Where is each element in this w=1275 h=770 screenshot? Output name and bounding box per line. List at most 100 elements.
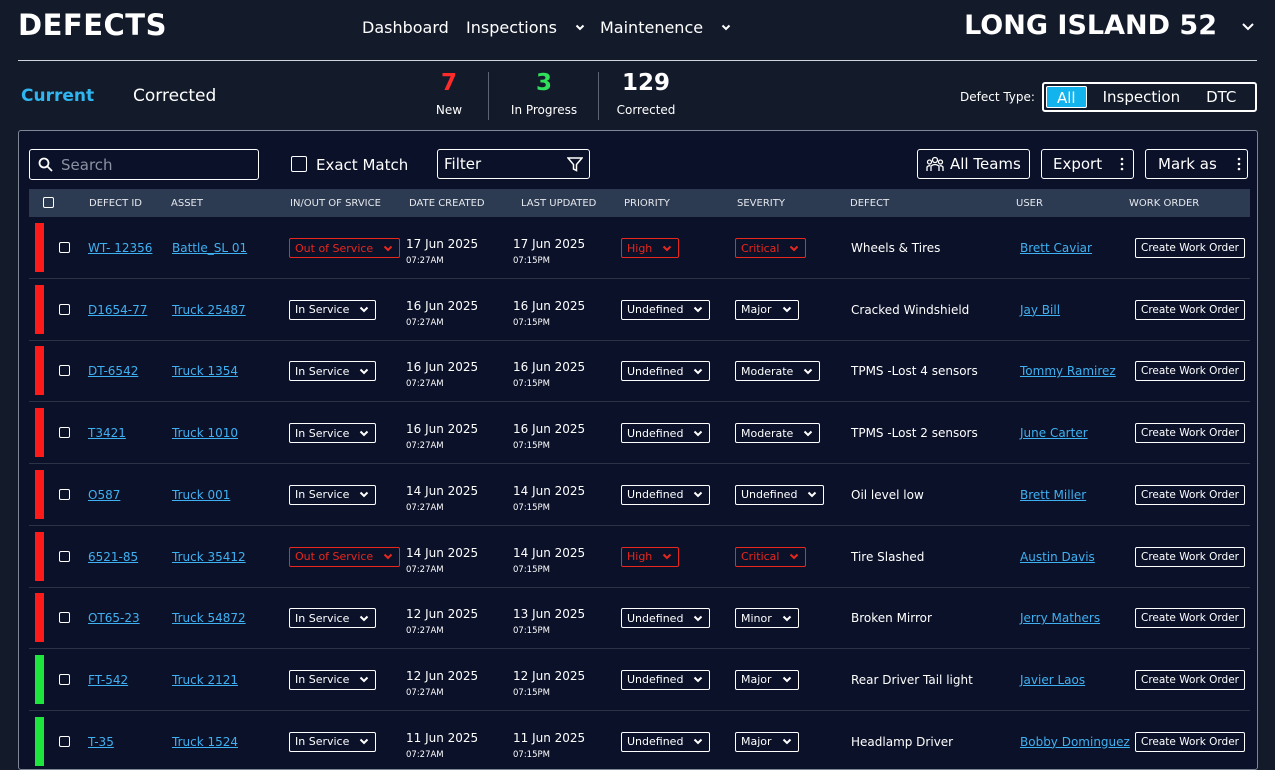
nav-item[interactable]: Maintenence — [600, 18, 731, 37]
severity-select[interactable]: Undefined — [735, 484, 825, 505]
last-updated: 16 Jun 2025 07:15PM — [513, 418, 585, 451]
asset[interactable]: Truck 1524 — [172, 734, 239, 749]
defect-type-option[interactable]: Inspection — [1102, 88, 1181, 106]
user[interactable]: Bobby Dominguez — [1020, 734, 1130, 749]
date-created: 16 Jun 2025 07:27AM — [406, 295, 478, 328]
create-work-order-button[interactable]: Create Work Order — [1135, 299, 1245, 320]
row-checkbox[interactable] — [59, 612, 70, 624]
asset[interactable]: Truck 35412 — [172, 549, 246, 564]
defect-id[interactable]: O587 — [88, 487, 121, 502]
priority-select[interactable]: Undefined — [621, 299, 711, 320]
user[interactable]: June Carter — [1020, 426, 1088, 441]
create-work-order-button[interactable]: Create Work Order — [1135, 608, 1245, 629]
asset[interactable]: Truck 001 — [172, 487, 231, 502]
priority-select[interactable]: Undefined — [621, 484, 711, 505]
filter-input[interactable]: Filter — [437, 149, 590, 179]
exact-match-checkbox[interactable] — [291, 156, 307, 172]
nav-item[interactable]: Dashboard — [362, 18, 449, 37]
defect-id[interactable]: D1654-77 — [88, 302, 148, 317]
user[interactable]: Jerry Mathers — [1020, 611, 1101, 626]
export-button[interactable]: Export — [1041, 149, 1134, 179]
service-select[interactable]: In Service — [289, 608, 377, 629]
create-work-order-button[interactable]: Create Work Order — [1135, 423, 1245, 444]
tab[interactable]: Current — [21, 86, 95, 106]
row-checkbox[interactable] — [59, 550, 70, 562]
date: 11 Jun 2025 — [513, 730, 586, 745]
priority-select[interactable]: High — [621, 238, 680, 258]
create-work-order-button[interactable]: Create Work Order — [1135, 238, 1245, 258]
location[interactable]: LONG ISLAND 52 — [964, 10, 1217, 41]
service-select[interactable]: In Service — [289, 361, 377, 382]
create-work-order-button[interactable]: Create Work Order — [1135, 669, 1245, 690]
service-select[interactable]: Out of Service — [289, 546, 401, 567]
teams-button[interactable]: All Teams — [917, 149, 1030, 179]
severity-select[interactable]: Major — [735, 299, 799, 320]
nav-item[interactable]: Inspections — [466, 18, 585, 37]
create-work-order-button[interactable]: Create Work Order — [1135, 484, 1245, 505]
service-select-value: In Service — [295, 426, 350, 440]
dropdown-chevron — [383, 553, 393, 560]
asset[interactable]: Truck 25487 — [172, 302, 246, 317]
row-checkbox[interactable] — [59, 488, 70, 500]
row-checkbox[interactable] — [59, 673, 70, 685]
defect-type-option[interactable]: DTC — [1206, 88, 1237, 106]
defect-type-option[interactable]: All — [1046, 86, 1087, 108]
service-select[interactable]: In Service — [289, 423, 377, 444]
mark-as-button[interactable]: Mark as — [1145, 149, 1248, 179]
status-indicator — [35, 469, 44, 519]
defect-id[interactable]: OT65-23 — [88, 611, 140, 626]
priority-select[interactable]: Undefined — [621, 731, 711, 752]
create-work-order-button[interactable]: Create Work Order — [1135, 546, 1245, 567]
user[interactable]: Austin Davis — [1020, 549, 1095, 564]
status-indicator — [35, 593, 44, 643]
row-checkbox[interactable] — [59, 735, 70, 747]
defect-id[interactable]: 6521-85 — [88, 549, 139, 564]
asset[interactable]: Truck 2121 — [172, 672, 239, 687]
defect-id[interactable]: T3421 — [88, 426, 126, 441]
service-select[interactable]: In Service — [289, 299, 377, 320]
severity-select[interactable]: Major — [735, 731, 799, 752]
priority-select[interactable]: Undefined — [621, 423, 711, 444]
user[interactable]: Tommy Ramirez — [1020, 364, 1116, 379]
user[interactable]: Brett Miller — [1020, 487, 1087, 502]
select-all-checkbox[interactable] — [43, 197, 54, 208]
date: 12 Jun 2025 — [513, 668, 586, 683]
location-chevron[interactable] — [1241, 22, 1255, 32]
status-indicator — [35, 531, 44, 581]
severity-select[interactable]: Critical — [735, 546, 807, 567]
defect-id[interactable]: FT-542 — [88, 672, 129, 687]
asset[interactable]: Battle_SL 01 — [172, 241, 248, 255]
create-work-order-button[interactable]: Create Work Order — [1135, 731, 1245, 752]
asset[interactable]: Truck 1010 — [172, 426, 239, 441]
service-select[interactable]: In Service — [289, 731, 377, 752]
search-input[interactable]: Search — [29, 149, 259, 180]
severity-select[interactable]: Major — [735, 669, 799, 690]
priority-select[interactable]: Undefined — [621, 361, 711, 382]
row-checkbox[interactable] — [59, 427, 70, 439]
table-row: D1654-77 Truck 25487 In Service 16 Jun 2025… — [29, 279, 1250, 341]
priority-select[interactable]: High — [621, 546, 680, 567]
defect-id[interactable]: T-35 — [88, 734, 114, 749]
service-select[interactable]: In Service — [289, 669, 377, 690]
priority-select[interactable]: Undefined — [621, 608, 711, 629]
severity-select[interactable]: Moderate — [735, 361, 821, 382]
status-indicator — [35, 284, 44, 334]
defect-id[interactable]: WT- 12356 — [88, 241, 153, 255]
row-checkbox[interactable] — [59, 242, 70, 253]
defect-id[interactable]: DT-6542 — [88, 364, 139, 379]
severity-select[interactable]: Critical — [735, 238, 807, 258]
user[interactable]: Javier Laos — [1020, 672, 1086, 687]
severity-select[interactable]: Minor — [735, 608, 799, 629]
asset[interactable]: Truck 54872 — [172, 611, 246, 626]
row-checkbox[interactable] — [59, 303, 70, 315]
priority-select[interactable]: Undefined — [621, 669, 711, 690]
service-select[interactable]: In Service — [289, 484, 377, 505]
asset[interactable]: Truck 1354 — [172, 364, 239, 379]
row-checkbox[interactable] — [59, 365, 70, 377]
create-work-order-button[interactable]: Create Work Order — [1135, 361, 1245, 382]
service-select[interactable]: Out of Service — [289, 238, 401, 258]
tab[interactable]: Corrected — [133, 86, 217, 106]
severity-select[interactable]: Moderate — [735, 423, 821, 444]
user[interactable]: Brett Caviar — [1020, 241, 1092, 255]
user[interactable]: Jay Bill — [1020, 302, 1061, 317]
